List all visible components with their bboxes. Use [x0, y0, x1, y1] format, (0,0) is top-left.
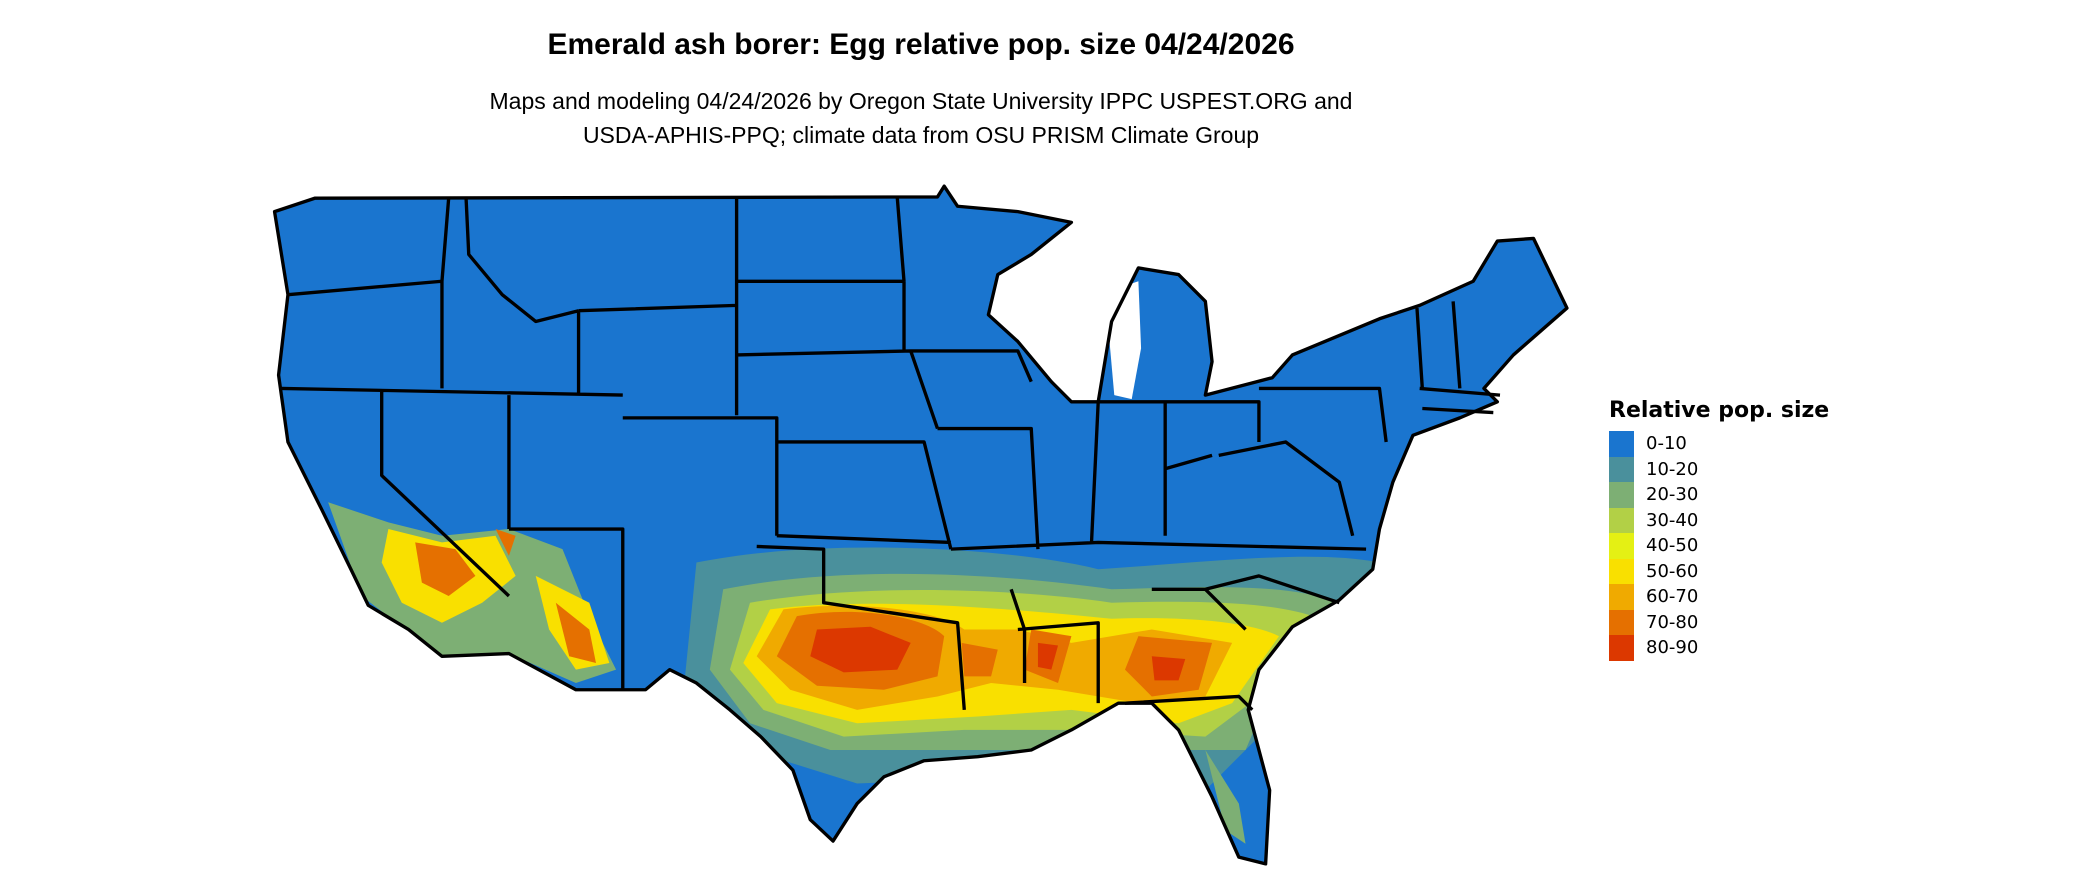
class-80-90-area — [810, 626, 1186, 681]
legend-label: 40-50 — [1646, 535, 1699, 557]
subtitle-line: Maps and modeling 04/24/2026 by Oregon S… — [489, 88, 1353, 114]
legend-swatch — [1609, 609, 1634, 635]
legend-item: 10-20 — [1609, 456, 1829, 482]
raster-layer — [274, 186, 1567, 864]
legend-swatch — [1609, 482, 1634, 508]
sw-desert-60-90-area — [415, 529, 596, 663]
legend-items: 0-10 10-20 20-30 30-40 40-50 50-60 60-70 70-80 8… — [1609, 431, 1829, 661]
class-0-10-area — [274, 186, 1567, 864]
legend-swatch — [1609, 533, 1634, 559]
legend-item: 30-40 — [1609, 507, 1829, 533]
state-borders — [272, 184, 1569, 866]
legend-item: 80-90 — [1609, 635, 1829, 661]
legend-label: 20-30 — [1646, 484, 1699, 506]
legend-item: 20-30 — [1609, 482, 1829, 508]
legend-label: 10-20 — [1646, 458, 1699, 480]
legend-swatch — [1609, 584, 1634, 610]
legend-label: 0-10 — [1646, 433, 1687, 455]
legend-label: 80-90 — [1646, 637, 1699, 659]
legend-item: 0-10 — [1609, 431, 1829, 457]
legend-label: 30-40 — [1646, 509, 1699, 531]
map-subtitle: Maps and modeling 04/24/2026 by Oregon S… — [0, 84, 1842, 152]
legend-label: 60-70 — [1646, 586, 1699, 608]
legend-item: 50-60 — [1609, 558, 1829, 584]
legend-item: 40-50 — [1609, 533, 1829, 559]
legend-swatch — [1609, 558, 1634, 584]
legend-label: 50-60 — [1646, 560, 1699, 582]
florida-east-coast-area — [1205, 750, 1246, 844]
legend-swatch — [1609, 431, 1634, 457]
legend-swatch — [1609, 507, 1634, 533]
legend-title: Relative pop. size — [1609, 398, 1830, 423]
legend: Relative pop. size 0-10 10-20 20-30 30-40 40… — [1609, 398, 1829, 661]
map-title: Emerald ash borer: Egg relative pop. siz… — [547, 28, 1295, 61]
legend-item: 60-70 — [1609, 584, 1829, 610]
legend-swatch — [1609, 635, 1634, 661]
legend-item: 70-80 — [1609, 609, 1829, 635]
legend-label: 70-80 — [1646, 611, 1699, 633]
subtitle-line: USDA-APHIS-PPQ; climate data from OSU PR… — [582, 122, 1260, 148]
legend-swatch — [1609, 456, 1634, 482]
